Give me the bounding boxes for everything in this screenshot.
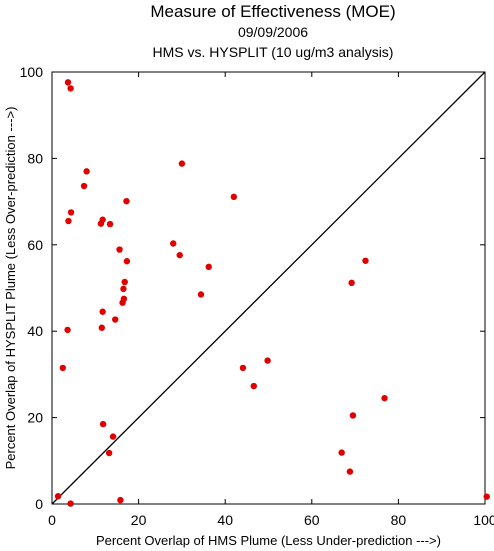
chart-date: 09/09/2006: [238, 24, 308, 40]
data-point: [348, 279, 355, 287]
chart-subtitle: HMS vs. HYSPLIT (10 ug/m3 analysis): [153, 44, 394, 60]
plot-frame: [51, 71, 486, 505]
data-point: [106, 220, 114, 228]
data-point: [178, 160, 186, 167]
data-point: [239, 364, 247, 372]
y-tick-label: 40: [27, 323, 43, 339]
data-point: [99, 420, 107, 428]
y-tick-label: 80: [27, 150, 43, 166]
data-point: [120, 285, 127, 293]
data-point: [349, 412, 357, 419]
data-point: [346, 468, 354, 475]
x-tick-label: 20: [131, 512, 147, 528]
data-point: [64, 79, 72, 86]
data-point: [170, 240, 177, 247]
data-point: [123, 197, 130, 205]
x-axis-label: Percent Overlap of HMS Plume (Less Under…: [96, 533, 441, 548]
x-tick-label: 80: [391, 512, 407, 528]
reference-line: [51, 71, 486, 505]
x-tick-label: 60: [304, 512, 320, 528]
data-point: [123, 258, 131, 265]
y-tick-label: 20: [27, 410, 43, 426]
y-axis-label: Percent Overlap of HYSPLIT Plume (Less O…: [3, 107, 18, 470]
data-point: [83, 168, 90, 175]
data-point: [65, 217, 72, 225]
y-tick-label: 60: [27, 237, 43, 253]
x-tick-label: 0: [48, 512, 56, 528]
data-point: [250, 382, 257, 390]
data-point: [205, 263, 212, 271]
data-point: [116, 246, 123, 253]
data-point: [338, 449, 345, 456]
data-point: [64, 326, 71, 334]
chart-title: Measure of Effectiveness (MOE): [150, 2, 395, 21]
x-tick-label: 100: [473, 512, 494, 528]
x-axis-ticks: 0 20 40 60 80 100: [48, 72, 494, 528]
data-point: [121, 278, 128, 286]
data-points: [54, 79, 490, 507]
data-point: [105, 449, 113, 457]
data-point: [67, 500, 74, 507]
data-point: [112, 316, 119, 323]
data-point: [80, 182, 88, 190]
x-tick-label: 40: [217, 512, 233, 528]
data-point: [119, 299, 126, 306]
data-point: [176, 251, 183, 259]
y-tick-label: 100: [20, 64, 44, 80]
data-point: [264, 357, 271, 364]
y-tick-label: 0: [35, 496, 43, 512]
data-point: [98, 324, 105, 331]
data-point: [197, 291, 205, 298]
data-point: [59, 364, 67, 372]
data-point: [381, 394, 388, 402]
y-axis-ticks: 0 20 40 60 80 100: [20, 64, 485, 512]
data-point: [97, 220, 105, 227]
data-point: [99, 308, 106, 315]
data-point: [362, 257, 369, 264]
data-point: [67, 85, 74, 92]
data-point: [54, 493, 62, 500]
data-point: [230, 193, 238, 201]
data-point: [67, 209, 75, 216]
data-point: [117, 496, 124, 504]
data-point: [483, 493, 490, 500]
data-point: [109, 433, 117, 440]
